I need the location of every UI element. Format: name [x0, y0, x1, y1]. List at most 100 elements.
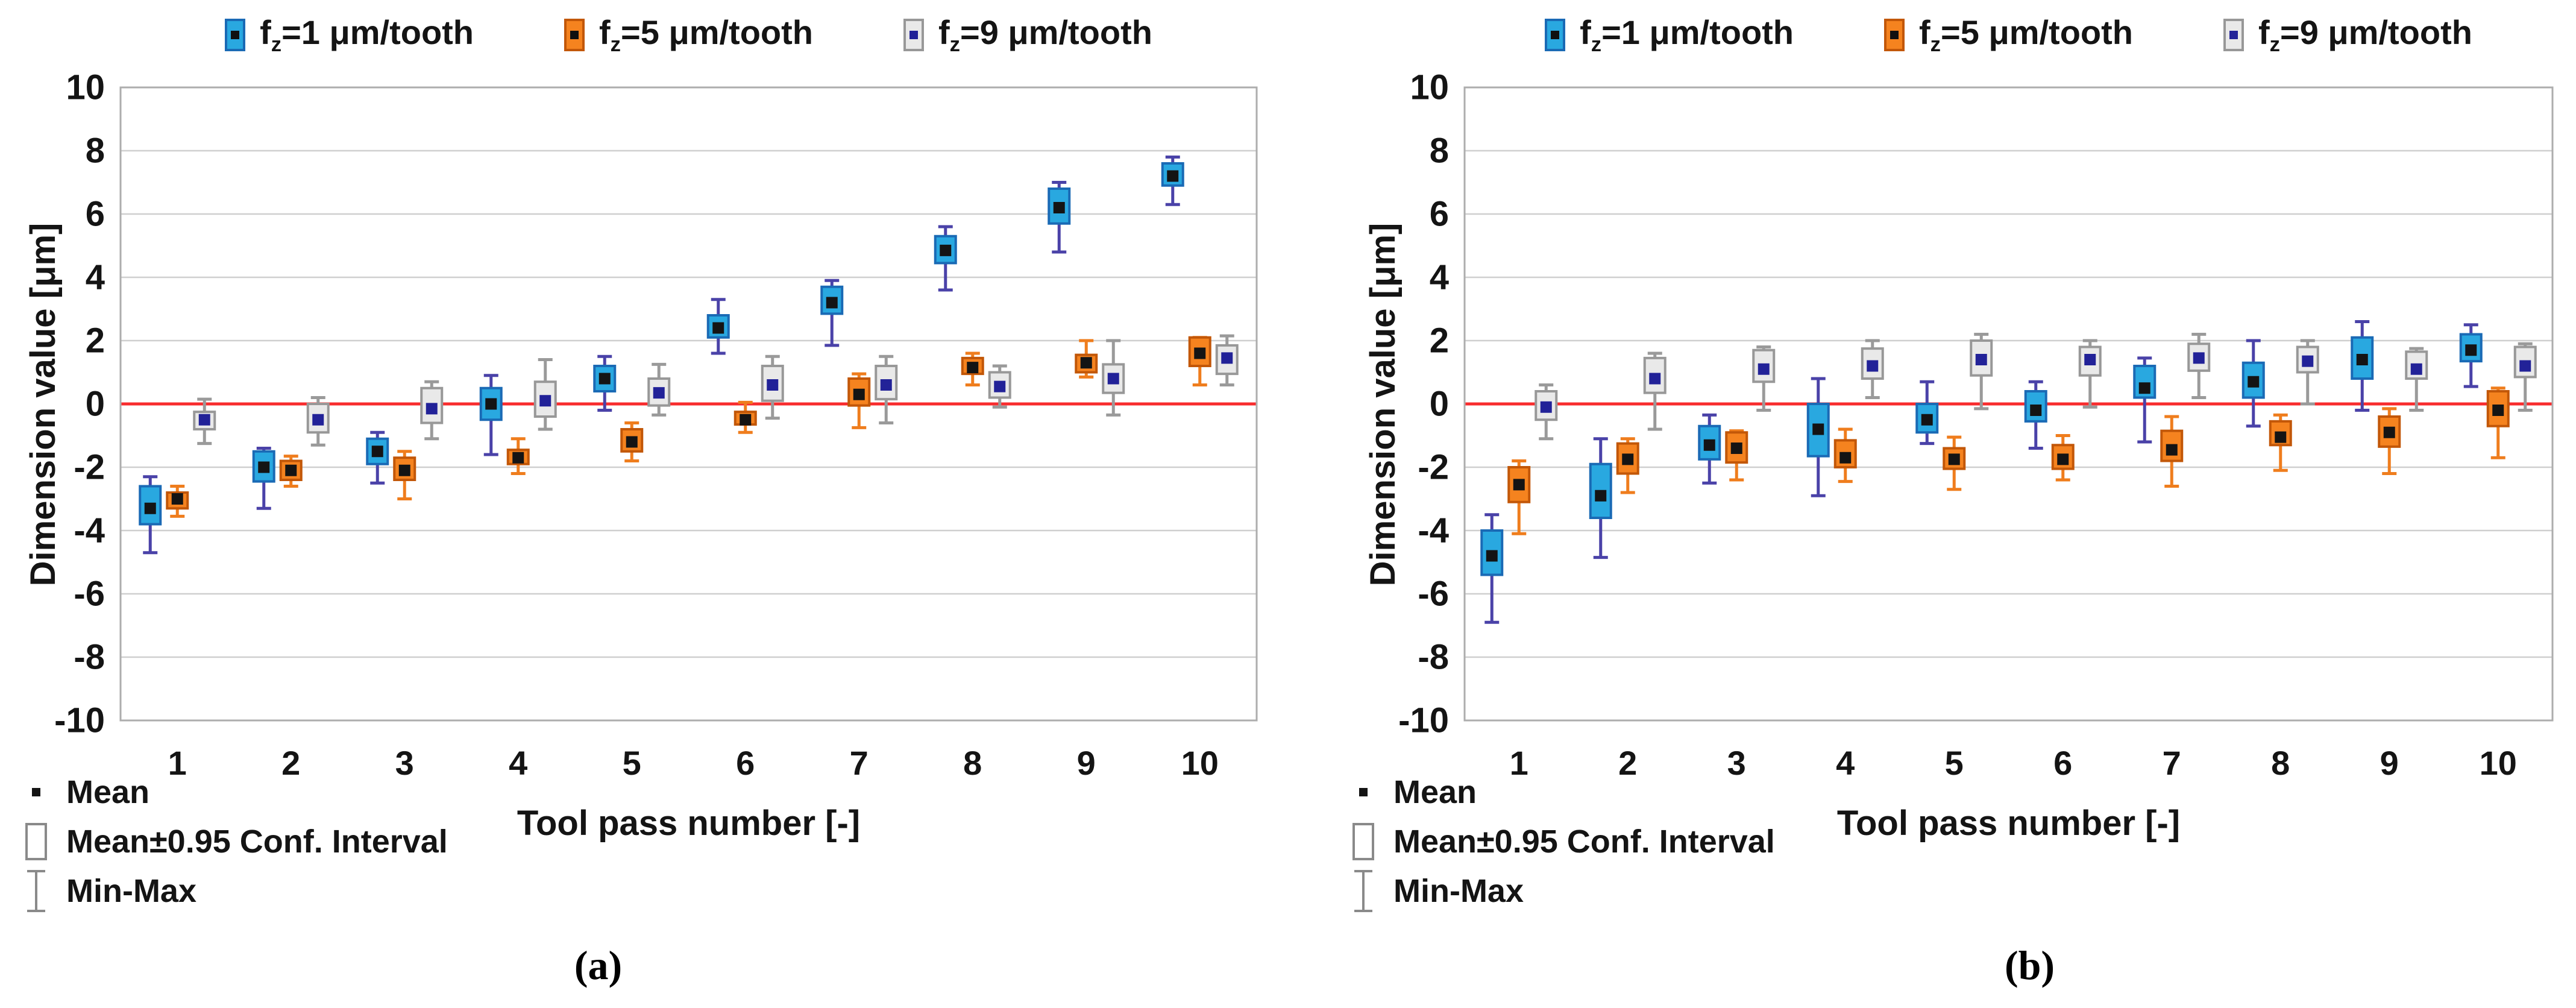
x-tick-label-a-7: 7 — [850, 744, 869, 782]
mean-marker-a-fz5-pass9 — [1080, 357, 1092, 369]
mean-marker-a-fz9-pass4 — [539, 395, 551, 407]
y-axis-title-b: Dimension value [μm] — [1363, 222, 1403, 587]
y-tick-label-b-10: 10 — [1410, 68, 1449, 107]
mean-marker-b-fz9-pass2 — [1649, 373, 1661, 385]
y-tick-label-b--8: -8 — [1418, 638, 1449, 677]
note-mean-label: Mean — [1393, 774, 1477, 810]
x-tick-label-a-5: 5 — [623, 744, 641, 782]
y-tick-label-b-6: 6 — [1430, 195, 1449, 234]
x-axis-title-b: Tool pass number [-] — [1836, 804, 2181, 843]
x-tick-label-a-3: 3 — [395, 744, 414, 782]
legend-label-sym: f — [1919, 13, 1930, 52]
y-tick-label-a-0: 0 — [86, 385, 105, 424]
y-tick-label-b--4: -4 — [1418, 511, 1449, 550]
y-tick-label-a-4: 4 — [86, 258, 105, 297]
legend-swatch-fz5-icon — [564, 19, 585, 51]
x-tick-label-a-2: 2 — [281, 744, 300, 782]
y-tick-label-b-8: 8 — [1430, 131, 1449, 171]
mean-marker-b-fz9-pass4 — [1867, 360, 1879, 372]
mean-marker-b-fz5-pass3 — [1730, 443, 1742, 454]
y-tick-label-a-6: 6 — [86, 195, 105, 234]
note-mean: Mean — [22, 770, 448, 814]
mean-marker-b-fz1-pass10 — [2465, 344, 2477, 356]
mean-marker-b-fz1-pass5 — [1921, 414, 1933, 426]
mean-marker-a-fz5-pass5 — [626, 436, 638, 448]
mean-marker-b-fz9-pass8 — [2302, 355, 2314, 367]
legend-item-fz9: fz=9 μm/tooth — [903, 13, 1152, 57]
y-tick-label-a--8: -8 — [74, 638, 105, 677]
legend-label-rest: =1 μm/tooth — [1601, 13, 1794, 52]
legend-label-fz5: fz=5 μm/tooth — [1919, 13, 2133, 57]
ci-box-a-fz9-pass8 — [988, 371, 1011, 399]
legend-label-rest: =1 μm/tooth — [281, 13, 474, 52]
mean-marker-a-fz1-pass9 — [1053, 202, 1065, 213]
x-tick-label-b-9: 9 — [2380, 744, 2399, 782]
note-minmax-label: Min-Max — [66, 873, 196, 909]
legend-label-sym: f — [260, 13, 271, 52]
legend-label-rest: =5 μm/tooth — [1941, 13, 2133, 52]
ci-box-a-fz9-pass7 — [875, 365, 898, 401]
x-tick-label-a-10: 10 — [1181, 744, 1219, 782]
mean-marker-a-fz1-pass5 — [598, 373, 611, 385]
legend-label-sub: z — [949, 33, 960, 57]
legend-label-sym: f — [599, 13, 611, 52]
legend-label-sym: f — [938, 13, 950, 52]
caption-b: (b) — [2004, 942, 2055, 988]
mean-marker-a-fz5-pass10 — [1194, 347, 1206, 359]
mean-marker-b-fz5-pass4 — [1839, 452, 1852, 464]
mean-marker-a-fz5-pass4 — [512, 452, 524, 464]
mean-marker-a-fz9-pass2 — [312, 414, 324, 426]
mean-marker-b-fz5-pass10 — [2492, 405, 2504, 416]
ci-box-icon — [22, 823, 51, 860]
note-ci-label: Mean±0.95 Conf. Interval — [1393, 824, 1775, 860]
x-tick-label-b-2: 2 — [1618, 744, 1637, 782]
y-tick-label-a--2: -2 — [74, 448, 105, 487]
note-ci: Mean±0.95 Conf. Interval — [22, 820, 448, 863]
mean-marker-b-fz5-pass9 — [2383, 426, 2395, 438]
x-tick-label-b-6: 6 — [2053, 744, 2072, 782]
ci-box-a-fz1-pass2 — [252, 450, 275, 483]
x-tick-label-b-8: 8 — [2271, 744, 2290, 782]
legend-label-fz9: fz=9 μm/tooth — [938, 13, 1152, 57]
legend-label-sym: f — [2258, 13, 2270, 52]
ci-box-a-fz9-pass9 — [1102, 363, 1125, 394]
y-tick-label-a--6: -6 — [74, 575, 105, 614]
mean-marker-a-fz1-pass3 — [371, 446, 383, 458]
legend-b: fz=1 μm/tooth fz=5 μm/tooth fz=9 μm/toot… — [1465, 10, 2552, 60]
minmax-whisker-icon — [1349, 868, 1378, 914]
legend-swatch-fz1-icon — [1545, 19, 1566, 51]
mean-marker-a-fz5-pass8 — [967, 362, 979, 374]
mean-marker-a-fz9-pass9 — [1107, 373, 1119, 385]
mean-marker-a-fz5-pass1 — [171, 493, 183, 505]
mean-marker-b-fz5-pass6 — [2057, 453, 2069, 465]
x-tick-label-b-4: 4 — [1836, 744, 1855, 782]
ci-box-b-fz1-pass4 — [1806, 403, 1830, 458]
mean-marker-b-fz1-pass6 — [2030, 405, 2042, 416]
ci-box-a-fz9-pass3 — [420, 386, 444, 424]
mean-marker-b-fz9-pass9 — [2410, 363, 2422, 375]
mean-marker-b-fz5-pass7 — [2166, 444, 2178, 456]
mean-marker-b-fz1-pass9 — [2356, 354, 2368, 365]
mean-marker-a-fz9-pass7 — [880, 379, 892, 391]
x-tick-label-b-1: 1 — [1510, 744, 1528, 782]
y-tick-label-b-2: 2 — [1430, 321, 1449, 361]
legend-label-rest: =5 μm/tooth — [621, 13, 813, 52]
legend-item-fz1: fz=1 μm/tooth — [1545, 13, 1794, 57]
mean-marker-a-fz9-pass3 — [426, 403, 438, 415]
ci-box-icon — [1349, 823, 1378, 860]
minmax-whisker-icon — [22, 868, 51, 914]
mean-marker-a-fz9-pass6 — [767, 379, 779, 391]
y-tick-label-b--10: -10 — [1398, 701, 1449, 740]
mean-marker-a-fz1-pass2 — [258, 461, 270, 473]
legend-label-rest: =9 μm/tooth — [2279, 13, 2472, 52]
mean-marker-a-fz1-pass7 — [826, 297, 838, 309]
mean-marker-b-fz1-pass4 — [1812, 423, 1824, 435]
x-tick-label-b-3: 3 — [1727, 744, 1746, 782]
legend-label-sub: z — [2269, 33, 2280, 57]
legend-swatch-fz9-icon — [2223, 19, 2244, 51]
mean-marker-b-fz1-pass2 — [1595, 490, 1607, 502]
note-ci: Mean±0.95 Conf. Interval — [1349, 820, 1775, 863]
legend-label-sym: f — [1580, 13, 1591, 52]
mean-marker-b-fz9-pass10 — [2519, 360, 2531, 372]
